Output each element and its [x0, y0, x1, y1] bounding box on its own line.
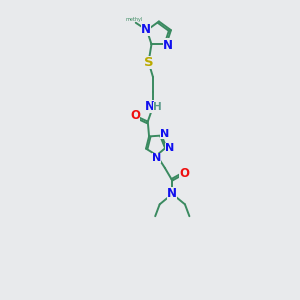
Text: S: S — [144, 56, 153, 69]
Text: N: N — [152, 153, 161, 163]
Text: O: O — [130, 109, 140, 122]
Text: N: N — [141, 23, 151, 36]
Text: H: H — [153, 102, 162, 112]
Text: N: N — [167, 188, 177, 200]
Text: N: N — [163, 38, 173, 52]
Text: methyl: methyl — [125, 16, 142, 22]
Text: N: N — [145, 100, 155, 113]
Text: O: O — [179, 167, 190, 180]
Text: N: N — [165, 143, 174, 153]
Text: N: N — [160, 129, 169, 139]
